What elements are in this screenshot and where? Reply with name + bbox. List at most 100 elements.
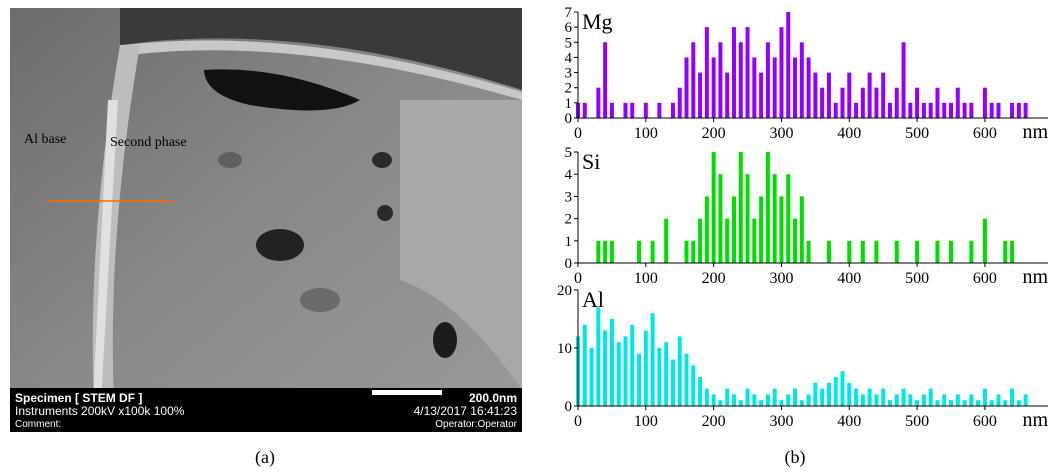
bar <box>989 400 994 406</box>
bar <box>874 87 879 118</box>
bar <box>793 388 798 406</box>
bar <box>582 102 587 118</box>
bar <box>901 42 906 118</box>
bar <box>704 196 709 263</box>
bar <box>847 382 852 406</box>
bar <box>623 102 628 118</box>
bar <box>820 87 825 118</box>
bar <box>996 394 1001 406</box>
bar <box>643 330 648 406</box>
bar <box>738 152 743 263</box>
y-tick-label: 6 <box>565 20 573 36</box>
x-tick-label: 600 <box>973 270 997 287</box>
bar <box>643 102 648 118</box>
x-tick-label: 600 <box>973 125 997 142</box>
bar <box>603 240 608 263</box>
bar <box>1010 102 1015 118</box>
bar <box>881 72 886 118</box>
bar <box>765 394 770 406</box>
info-text: Comment: <box>15 419 61 430</box>
bar <box>799 42 804 118</box>
caption: (b) <box>785 447 806 468</box>
bar <box>847 240 852 263</box>
bar <box>603 330 608 406</box>
y-tick-label: 0 <box>565 399 573 415</box>
bar <box>894 240 899 263</box>
bar <box>609 240 614 263</box>
bar <box>596 87 601 118</box>
bar <box>840 87 845 118</box>
bar <box>630 102 635 118</box>
bar <box>691 42 696 118</box>
x-tick-label: 300 <box>769 270 793 287</box>
bar <box>813 382 818 406</box>
chart-title: Mg <box>582 9 613 34</box>
x-tick-label: 200 <box>702 125 726 142</box>
bar <box>887 400 892 406</box>
bar <box>887 102 892 118</box>
y-tick-label: 4 <box>565 167 573 183</box>
bar <box>949 400 954 406</box>
y-tick-label: 0 <box>565 111 573 127</box>
bar <box>908 394 913 406</box>
bar <box>942 394 947 406</box>
x-tick-label: 500 <box>905 125 929 142</box>
bar <box>589 348 594 406</box>
bar <box>698 218 703 263</box>
x-tick-label: 400 <box>837 270 861 287</box>
bar <box>752 394 757 406</box>
chart-title: Al <box>582 287 604 312</box>
bar <box>847 72 852 118</box>
bar <box>833 377 838 406</box>
bar <box>664 218 669 263</box>
bar <box>609 102 614 118</box>
caption: (a) <box>255 447 275 468</box>
x-tick-label: 100 <box>634 125 658 142</box>
bar <box>962 400 967 406</box>
y-tick-label: 1 <box>565 234 573 250</box>
x-tick-label: 200 <box>702 270 726 287</box>
bar <box>704 27 709 119</box>
bar <box>772 174 777 263</box>
x-axis-label: nm <box>1022 409 1048 431</box>
bar <box>609 319 614 406</box>
bar <box>664 342 669 406</box>
bar <box>826 72 831 118</box>
bar <box>765 152 770 263</box>
bar <box>1023 394 1028 406</box>
bar <box>806 57 811 118</box>
y-tick-label: 3 <box>565 66 573 82</box>
bar <box>772 57 777 118</box>
bar <box>731 27 736 119</box>
bar <box>949 102 954 118</box>
bar <box>874 394 879 406</box>
x-tick-label: 0 <box>574 270 582 287</box>
bar <box>738 400 743 406</box>
bar <box>1003 240 1008 263</box>
bar <box>745 388 750 406</box>
bar <box>698 72 703 118</box>
bar <box>684 240 689 263</box>
bar <box>738 42 743 118</box>
region-label: Second phase <box>110 135 187 150</box>
bar <box>745 27 750 119</box>
bar <box>752 57 757 118</box>
bar <box>813 72 818 118</box>
bar <box>901 388 906 406</box>
bar <box>1016 400 1021 406</box>
bar <box>996 102 1001 118</box>
region-label: Al base <box>24 132 66 147</box>
bar <box>637 240 642 263</box>
y-tick-label: 20 <box>557 283 572 299</box>
bar <box>759 196 764 263</box>
bar <box>915 400 920 406</box>
bar <box>670 359 675 406</box>
bar <box>779 400 784 406</box>
bar <box>982 218 987 263</box>
bar <box>725 72 730 118</box>
bar <box>942 102 947 118</box>
bar <box>806 240 811 263</box>
